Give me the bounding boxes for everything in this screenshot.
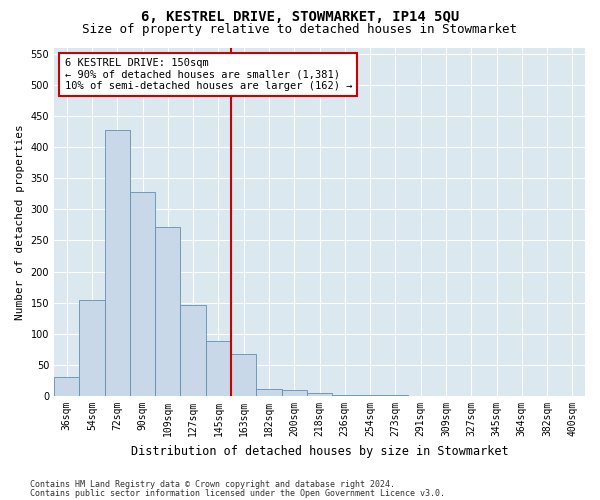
Bar [281, 390, 307, 396]
Y-axis label: Number of detached properties: Number of detached properties [15, 124, 25, 320]
Bar [104, 130, 130, 396]
Text: 6, KESTREL DRIVE, STOWMARKET, IP14 5QU: 6, KESTREL DRIVE, STOWMARKET, IP14 5QU [141, 10, 459, 24]
Bar [79, 300, 104, 396]
Bar [54, 378, 79, 396]
Text: Contains HM Land Registry data © Crown copyright and database right 2024.: Contains HM Land Registry data © Crown c… [30, 480, 395, 489]
Bar [181, 305, 206, 396]
Bar [231, 354, 256, 396]
Text: 6 KESTREL DRIVE: 150sqm
← 90% of detached houses are smaller (1,381)
10% of semi: 6 KESTREL DRIVE: 150sqm ← 90% of detache… [65, 58, 352, 91]
Bar [307, 393, 332, 396]
Bar [256, 388, 281, 396]
Bar [332, 395, 358, 396]
Text: Contains public sector information licensed under the Open Government Licence v3: Contains public sector information licen… [30, 488, 445, 498]
X-axis label: Distribution of detached houses by size in Stowmarket: Distribution of detached houses by size … [131, 444, 508, 458]
Text: Size of property relative to detached houses in Stowmarket: Size of property relative to detached ho… [83, 22, 517, 36]
Bar [130, 192, 155, 396]
Bar [206, 342, 231, 396]
Bar [155, 227, 181, 396]
